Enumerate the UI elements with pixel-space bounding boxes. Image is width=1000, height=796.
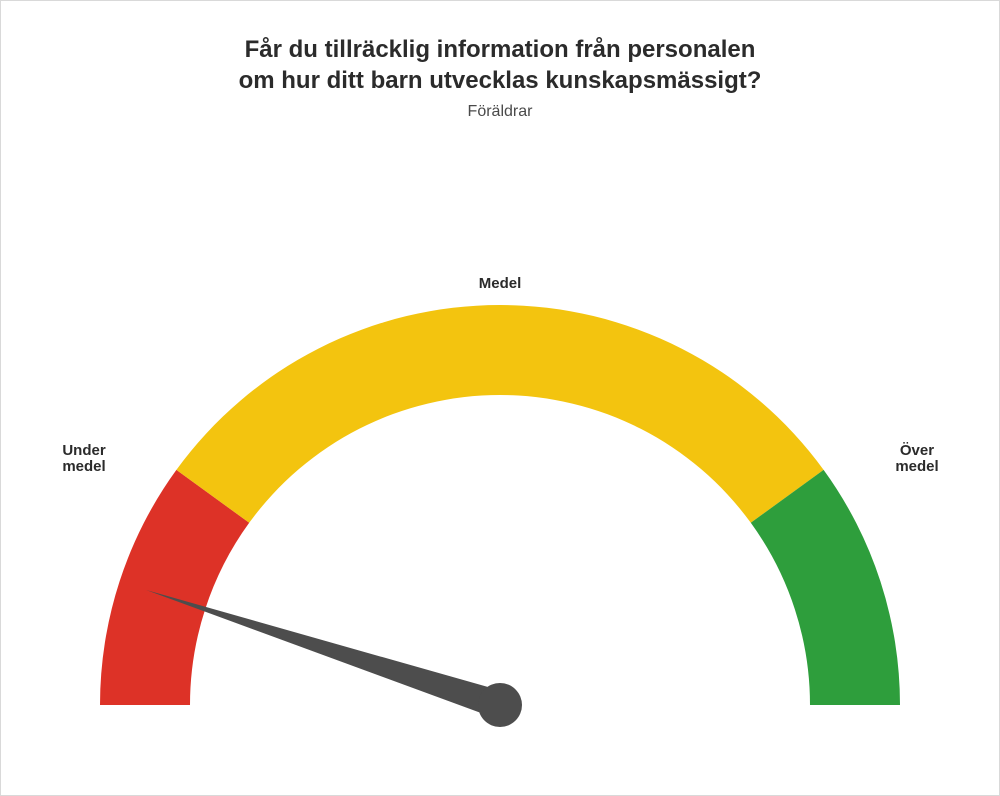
gauge-segment-label-2: Övermedel [895,442,938,475]
gauge-chart: Undermedel Medel Övermedel [60,265,940,765]
gauge-container: Undermedel Medel Övermedel [1,265,999,765]
gauge-segment-label-1: Medel [479,275,522,292]
gauge-segment-1 [176,305,823,523]
title-line-1: Får du tillräcklig information från pers… [245,36,756,63]
title-line-2: om hur ditt barn utvecklas kunskapsmässi… [239,67,762,94]
chart-title: Får du tillräcklig information från pers… [1,35,999,96]
gauge-pivot [478,683,522,727]
chart-subtitle: Föräldrar [1,103,999,121]
chart-frame: Får du tillräcklig information från pers… [0,0,1000,796]
gauge-segment-label-0: Undermedel [62,442,106,475]
gauge-needle [146,590,504,718]
